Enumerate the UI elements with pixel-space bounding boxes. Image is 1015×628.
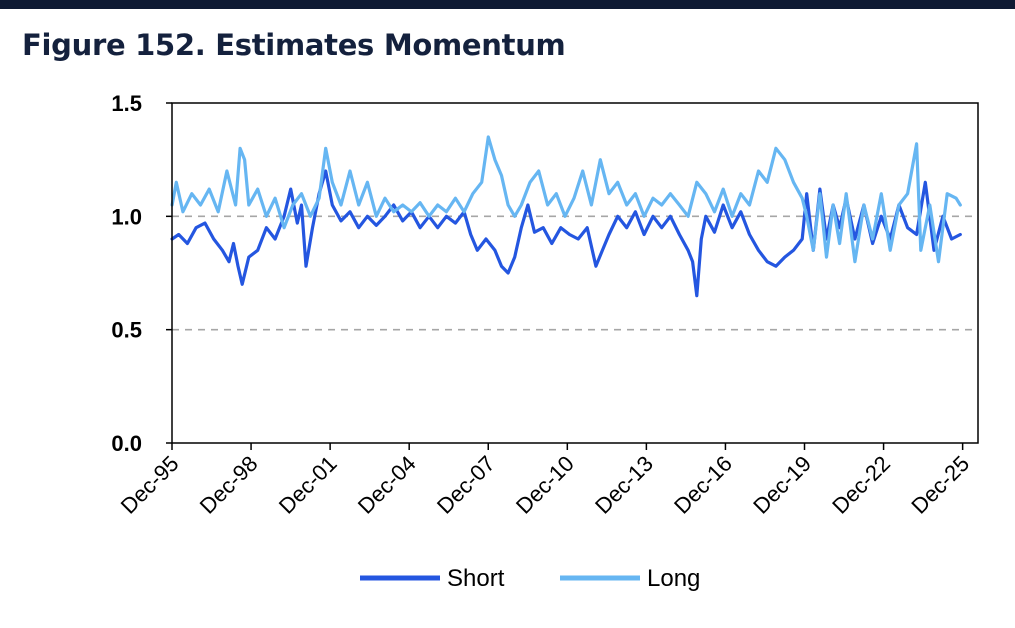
y-tick-label: 0.5 — [111, 318, 142, 343]
x-tick-label: Dec-01 — [274, 451, 342, 519]
x-tick-label: Dec-04 — [353, 451, 421, 519]
y-axis: 0.0 0.5 1.0 1.5 — [111, 91, 172, 456]
legend-label-short: Short — [447, 565, 505, 592]
x-tick-label: Dec-19 — [748, 451, 816, 519]
y-tick-label: 1.5 — [111, 91, 142, 116]
x-tick-label: Dec-13 — [590, 451, 658, 519]
legend-label-long: Long — [647, 565, 700, 592]
x-tick-label: Dec-07 — [432, 451, 500, 519]
series-layer — [170, 135, 962, 298]
y-tick-label: 1.0 — [111, 204, 142, 229]
x-tick-label: Dec-22 — [827, 451, 895, 519]
figure-title: Figure 152. Estimates Momentum — [22, 28, 566, 62]
x-tick-label: Dec-98 — [195, 451, 263, 519]
x-tick-label: Dec-25 — [906, 451, 974, 519]
y-tick-label: 0.0 — [111, 431, 142, 456]
legend: Short Long — [360, 565, 700, 592]
x-tick-label: Dec-16 — [669, 451, 737, 519]
x-axis: Dec-95 Dec-98 Dec-01 Dec-04 Dec-07 Dec-10 Dec-… — [116, 443, 974, 519]
plot-frame — [171, 102, 979, 444]
x-tick-label: Dec-10 — [511, 451, 579, 519]
gridlines — [172, 215, 978, 331]
top-banner-bar — [0, 0, 1015, 9]
series-line-long — [170, 135, 962, 264]
x-tick-label: Dec-95 — [116, 451, 184, 519]
